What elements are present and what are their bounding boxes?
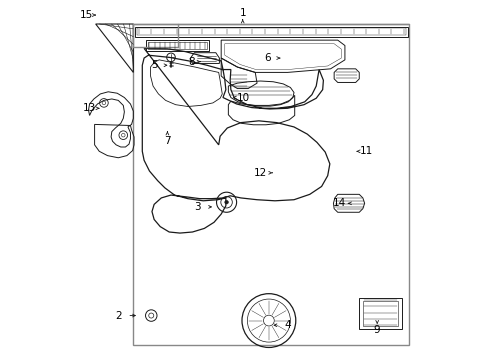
Text: 6: 6 <box>264 53 270 63</box>
Bar <box>137 28 405 35</box>
Bar <box>362 301 397 326</box>
Text: 9: 9 <box>373 325 380 335</box>
Text: 5: 5 <box>150 60 157 70</box>
Text: 8: 8 <box>188 57 194 67</box>
Text: 15: 15 <box>79 10 92 20</box>
Text: 12: 12 <box>253 168 267 178</box>
Text: 10: 10 <box>237 93 250 103</box>
Bar <box>133 24 408 345</box>
Bar <box>359 298 401 329</box>
Bar <box>135 27 407 37</box>
Text: 11: 11 <box>359 146 372 156</box>
Text: 3: 3 <box>194 202 201 212</box>
Bar <box>147 41 206 49</box>
Text: 1: 1 <box>239 8 245 18</box>
Text: 14: 14 <box>332 198 346 208</box>
Text: 4: 4 <box>284 320 290 330</box>
Circle shape <box>224 201 228 204</box>
Text: 7: 7 <box>164 136 170 145</box>
Text: 13: 13 <box>83 103 96 113</box>
Bar <box>145 40 208 51</box>
Text: 2: 2 <box>115 311 122 320</box>
